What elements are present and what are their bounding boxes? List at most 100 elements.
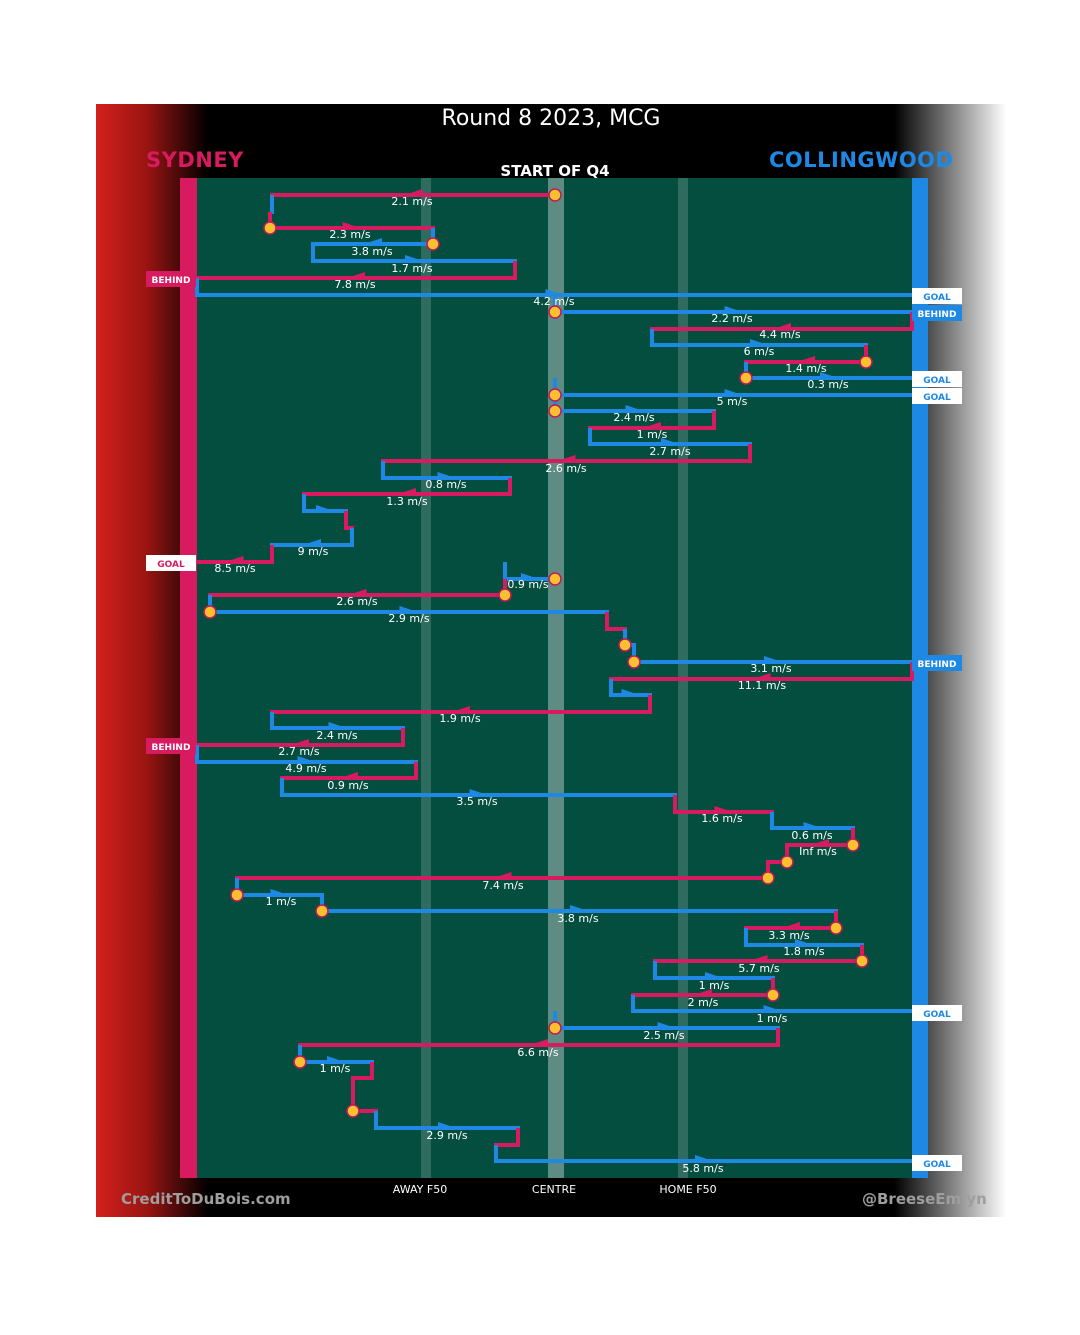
score-tag-box bbox=[912, 1005, 962, 1021]
direction-arrow bbox=[643, 422, 661, 429]
direction-arrow bbox=[404, 189, 423, 196]
score-tag-label: GOAL bbox=[923, 1010, 951, 1020]
speed-label: 2.9 m/s bbox=[388, 612, 429, 625]
speed-label: 11.1 m/s bbox=[738, 679, 786, 692]
collingwood-goal-line bbox=[912, 178, 928, 1178]
score-tag-label: BEHIND bbox=[918, 310, 957, 320]
direction-arrow bbox=[545, 289, 564, 296]
speed-label: 2.6 m/s bbox=[336, 595, 377, 608]
direction-arrow bbox=[398, 488, 416, 495]
direction-arrow bbox=[342, 222, 361, 229]
score-tag-box bbox=[912, 1155, 962, 1171]
direction-arrow bbox=[557, 455, 576, 462]
turnover-marker bbox=[548, 404, 562, 418]
sydney-goal-line bbox=[180, 178, 197, 1178]
direction-arrow bbox=[694, 989, 712, 996]
direction-arrow bbox=[493, 872, 512, 879]
direction-arrow bbox=[811, 839, 829, 846]
score-tag-label: BEHIND bbox=[152, 743, 191, 753]
direction-arrow bbox=[399, 606, 418, 613]
direction-arrow bbox=[469, 789, 488, 796]
away-f50-line bbox=[421, 178, 431, 1178]
speed-label: 2.1 m/s bbox=[391, 195, 432, 208]
centre-line bbox=[548, 178, 564, 1178]
turnover-marker bbox=[548, 572, 562, 586]
score-tag-label: GOAL bbox=[923, 376, 951, 386]
turnover-marker bbox=[739, 371, 753, 385]
turnover-marker bbox=[780, 855, 794, 869]
score-tag-box bbox=[146, 738, 196, 754]
speed-label: 2.4 m/s bbox=[613, 411, 654, 424]
speed-label: 0.6 m/s bbox=[791, 829, 832, 842]
team-left-label: SYDNEY bbox=[146, 148, 244, 172]
speed-label: 1.6 m/s bbox=[701, 812, 742, 825]
direction-arrow bbox=[316, 505, 334, 512]
score-tag-box bbox=[146, 271, 196, 287]
turnover-marker bbox=[855, 954, 869, 968]
chart-subtitle: START OF Q4 bbox=[500, 162, 610, 180]
speed-label: 1.3 m/s bbox=[386, 495, 427, 508]
x-axis-label: AWAY F50 bbox=[393, 1183, 447, 1196]
speed-label: 5.8 m/s bbox=[682, 1162, 723, 1175]
direction-arrow bbox=[225, 556, 244, 563]
direction-arrow bbox=[764, 656, 782, 663]
direction-arrow bbox=[752, 673, 771, 680]
score-tag-box bbox=[912, 655, 962, 671]
speed-label: 1 m/s bbox=[637, 428, 668, 441]
direction-arrow bbox=[347, 272, 365, 279]
speed-label: 5.7 m/s bbox=[738, 962, 779, 975]
speed-label: 3.5 m/s bbox=[456, 795, 497, 808]
speed-label: 1.9 m/s bbox=[439, 712, 480, 725]
x-axis-label: CENTRE bbox=[532, 1183, 576, 1196]
turnover-marker bbox=[498, 588, 512, 602]
direction-arrow bbox=[530, 1039, 548, 1046]
direction-arrow bbox=[820, 372, 838, 379]
score-tag-label: GOAL bbox=[157, 560, 185, 570]
direction-arrow bbox=[348, 589, 367, 596]
speed-label: 3.8 m/s bbox=[351, 245, 392, 258]
speed-label: Inf m/s bbox=[799, 845, 837, 858]
direction-arrow bbox=[749, 955, 768, 962]
direction-arrow bbox=[705, 972, 723, 979]
speed-label: 3.3 m/s bbox=[768, 929, 809, 942]
turnover-marker bbox=[203, 605, 217, 619]
turnover-marker bbox=[846, 838, 860, 852]
direction-arrow bbox=[340, 772, 358, 779]
turnover-marker bbox=[859, 355, 873, 369]
score-tag-label: GOAL bbox=[923, 293, 951, 303]
direction-arrow bbox=[291, 739, 309, 746]
turnover-marker bbox=[548, 388, 562, 402]
speed-label: 1 m/s bbox=[757, 1012, 788, 1025]
direction-arrow bbox=[364, 238, 382, 245]
direction-arrow bbox=[452, 706, 470, 713]
speed-label: 1 m/s bbox=[699, 979, 730, 992]
score-tag-box bbox=[912, 305, 962, 321]
speed-label: 2.2 m/s bbox=[711, 312, 752, 325]
speed-label: 2.4 m/s bbox=[316, 729, 357, 742]
speed-label: 1.4 m/s bbox=[785, 362, 826, 375]
direction-arrow bbox=[297, 756, 316, 763]
direction-arrow bbox=[270, 889, 289, 896]
direction-arrow bbox=[303, 539, 321, 546]
speed-label: 3.8 m/s bbox=[557, 912, 598, 925]
speed-label: 2.9 m/s bbox=[426, 1129, 467, 1142]
speed-label: 2.7 m/s bbox=[649, 445, 690, 458]
speed-label: 4.9 m/s bbox=[285, 762, 326, 775]
speed-label: 3.1 m/s bbox=[750, 662, 791, 675]
turnover-marker bbox=[315, 904, 329, 918]
speed-label: 6.6 m/s bbox=[517, 1046, 558, 1059]
score-tag-label: BEHIND bbox=[918, 660, 957, 670]
speed-label: 1 m/s bbox=[266, 895, 297, 908]
turnover-marker bbox=[548, 188, 562, 202]
speed-label: 8.5 m/s bbox=[214, 562, 255, 575]
direction-arrow bbox=[657, 1022, 676, 1029]
turnover-marker bbox=[618, 638, 632, 652]
direction-arrow bbox=[695, 1155, 713, 1162]
direction-arrow bbox=[405, 255, 423, 262]
direction-arrow bbox=[803, 822, 822, 829]
speed-label: 5 m/s bbox=[717, 395, 748, 408]
direction-arrow bbox=[795, 939, 813, 946]
turnover-marker bbox=[766, 988, 780, 1002]
score-tag-box bbox=[912, 288, 962, 304]
turnover-marker bbox=[263, 221, 277, 235]
